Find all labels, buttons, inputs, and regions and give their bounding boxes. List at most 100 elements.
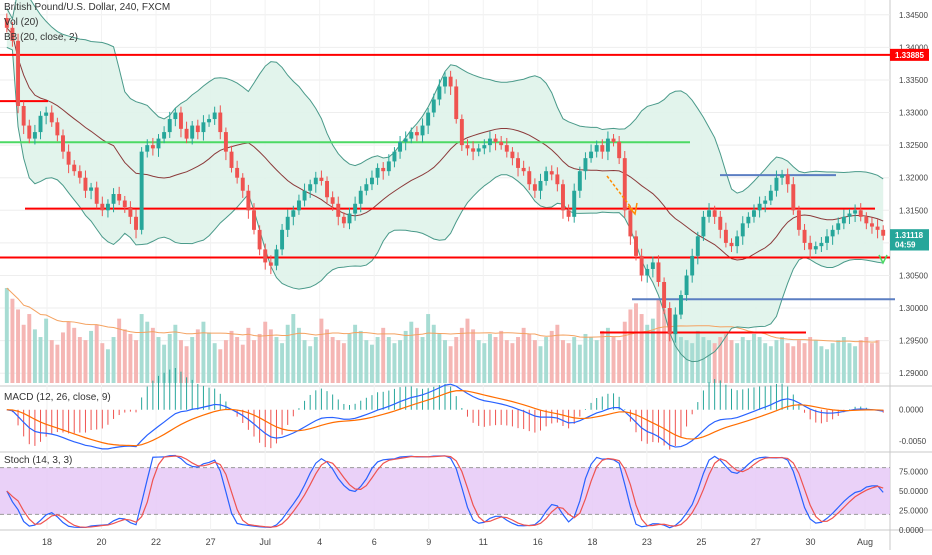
volume-bar[interactable] [128, 333, 133, 383]
candle[interactable] [735, 236, 740, 247]
volume-bar[interactable] [504, 340, 509, 383]
volume-bar[interactable] [100, 343, 105, 383]
volume-bar[interactable] [830, 343, 835, 383]
volume-bar[interactable] [10, 298, 15, 383]
candle[interactable] [690, 255, 695, 276]
price-axis[interactable]: 1.34500 1.34000 1.33500 1.33000 1.32500 1.320… [42, 11, 929, 547]
volume-bar[interactable] [274, 337, 279, 383]
candle[interactable] [740, 223, 745, 237]
volume-bar[interactable] [729, 340, 734, 383]
volume-bar[interactable] [162, 344, 167, 383]
volume-bar[interactable] [437, 333, 442, 383]
candle[interactable] [296, 200, 301, 211]
volume-bar[interactable] [740, 337, 745, 383]
volume-bar[interactable] [392, 343, 397, 383]
candle[interactable] [252, 210, 256, 230]
volume-bar[interactable] [561, 340, 565, 383]
volume-bar[interactable] [403, 330, 408, 383]
candle[interactable] [263, 249, 268, 263]
candle[interactable] [341, 216, 346, 224]
candle[interactable] [768, 190, 773, 201]
volume-bar[interactable] [257, 333, 262, 383]
volume-bar[interactable] [44, 318, 49, 383]
volume-bar[interactable] [667, 321, 672, 383]
candle[interactable] [707, 210, 712, 217]
stoch-d-line[interactable] [6, 455, 884, 528]
stoch-legend[interactable]: Stoch (14, 3, 3) [4, 455, 73, 466]
candle[interactable] [555, 174, 560, 185]
volume-bar[interactable] [386, 337, 391, 383]
volume-bar[interactable] [763, 343, 768, 383]
candle[interactable] [487, 138, 492, 146]
candle[interactable] [611, 138, 616, 142]
candle[interactable] [454, 86, 459, 120]
volume-bar[interactable] [532, 340, 537, 383]
candle[interactable] [381, 167, 386, 172]
candle[interactable] [858, 210, 863, 217]
candle[interactable] [4, 18, 9, 28]
volume-bar[interactable] [190, 337, 195, 383]
candle[interactable] [521, 167, 526, 172]
volume-bar[interactable] [723, 333, 728, 383]
volume-bar[interactable] [813, 340, 818, 383]
volume-bar[interactable] [622, 321, 627, 383]
volume-bar[interactable] [825, 349, 829, 383]
volume-bar[interactable] [32, 329, 37, 383]
candle[interactable] [830, 229, 835, 237]
candle[interactable] [89, 187, 94, 191]
volume-bar[interactable] [381, 327, 386, 383]
candle[interactable] [572, 190, 577, 217]
volume-bar[interactable] [785, 343, 790, 383]
candle[interactable] [291, 210, 296, 217]
candle[interactable] [493, 138, 498, 142]
volume-bar[interactable] [420, 337, 425, 383]
volume-bar[interactable] [757, 337, 762, 383]
candle[interactable] [325, 180, 329, 198]
candle[interactable] [398, 141, 403, 152]
volume-bar[interactable] [212, 343, 217, 383]
candle[interactable] [504, 145, 509, 152]
candle[interactable] [240, 177, 245, 191]
candle[interactable] [684, 275, 689, 296]
candle[interactable] [712, 210, 717, 217]
candle[interactable] [420, 125, 425, 136]
candle[interactable] [532, 184, 537, 191]
volume-bar[interactable] [628, 309, 633, 383]
candle[interactable] [145, 145, 150, 152]
candle[interactable] [16, 40, 21, 107]
candle[interactable] [173, 112, 178, 120]
candle[interactable] [347, 213, 352, 224]
volume-bar[interactable] [510, 343, 515, 383]
candle[interactable] [662, 281, 667, 309]
candle[interactable] [414, 132, 419, 136]
candle[interactable] [83, 177, 88, 191]
volume-bar[interactable] [718, 337, 723, 383]
candle[interactable] [594, 145, 599, 152]
volume-bar[interactable] [673, 329, 678, 383]
candle[interactable] [841, 216, 846, 224]
volume-bar[interactable] [796, 340, 801, 383]
candle[interactable] [201, 122, 206, 133]
candle[interactable] [274, 249, 279, 266]
volume-bar[interactable] [819, 346, 824, 383]
stoch-pane[interactable] [0, 454, 890, 529]
volume-bar[interactable] [61, 332, 65, 383]
candle[interactable] [336, 203, 341, 217]
candle[interactable] [358, 190, 363, 204]
volume-bar[interactable] [398, 340, 403, 383]
candle[interactable] [757, 203, 762, 211]
candle[interactable] [471, 148, 476, 152]
candle[interactable] [723, 229, 728, 243]
candle[interactable] [819, 242, 824, 247]
candle[interactable] [499, 141, 504, 146]
volume-legend[interactable]: Vol (20) [4, 17, 39, 28]
volume-bar[interactable] [201, 321, 206, 383]
candle[interactable] [538, 180, 543, 191]
candle[interactable] [628, 210, 633, 237]
candle[interactable] [634, 236, 638, 256]
volume-bar[interactable] [836, 340, 841, 383]
candle[interactable] [134, 216, 138, 230]
volume-bar[interactable] [195, 329, 200, 383]
candle[interactable] [448, 76, 453, 87]
candle[interactable] [566, 210, 571, 217]
